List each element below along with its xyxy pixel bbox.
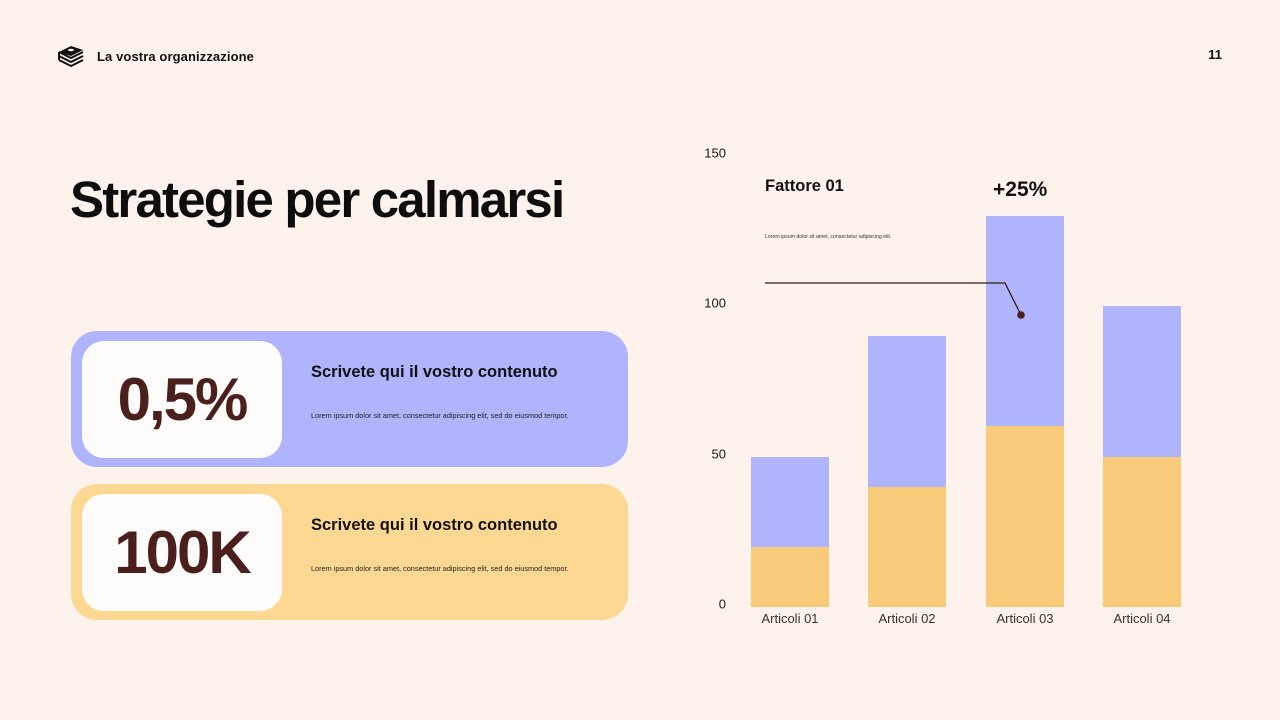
y-tick-label: 150 bbox=[704, 145, 726, 160]
stat-text: Scrivete qui il vostro contenuto Lorem i… bbox=[311, 494, 621, 611]
bar-articoli-02[interactable] bbox=[868, 336, 946, 607]
stacked-books-icon bbox=[58, 46, 84, 68]
stat-value-box: 0,5% bbox=[82, 340, 282, 458]
y-tick-label: 50 bbox=[711, 446, 726, 461]
stat-heading: Scrivete qui il vostro contenuto bbox=[311, 362, 558, 381]
stat-card-percent: 0,5% Scrivete qui il vostro contenuto Lo… bbox=[71, 331, 628, 467]
header: La vostra organizzazione bbox=[56, 44, 254, 68]
stat-text: Scrivete qui il vostro contenuto Lorem i… bbox=[311, 341, 621, 458]
page-number: 11 bbox=[1208, 47, 1222, 62]
stat-body: Lorem ipsum dolor sit amet, consectetur … bbox=[311, 410, 569, 420]
stat-value: 0,5% bbox=[117, 365, 249, 433]
bar-articoli-04[interactable] bbox=[1103, 306, 1181, 607]
stacked-bar-chart: 0 50 100 150 Articoli 01 Articoli 02 Articoli … bbox=[690, 140, 1210, 640]
x-axis-label: Articoli 01 bbox=[761, 611, 819, 626]
annotation-title: Fattore 01 bbox=[765, 177, 844, 195]
x-axis-label: Articoli 02 bbox=[878, 611, 936, 626]
stat-body: Lorem ipsum dolor sit amet, consectetur … bbox=[311, 563, 569, 573]
bar-segment bbox=[1103, 456, 1181, 607]
x-axis-label: Articoli 04 bbox=[1113, 611, 1171, 626]
bar-segment bbox=[1103, 306, 1181, 457]
x-axis-label: Articoli 03 bbox=[996, 611, 1054, 626]
bar-segment bbox=[751, 546, 829, 607]
annotation-value: +25% bbox=[993, 178, 1048, 201]
bar-segment bbox=[986, 426, 1064, 607]
bar-articoli-01[interactable] bbox=[751, 456, 829, 607]
stat-card-count: 100K Scrivete qui il vostro contenuto Lo… bbox=[71, 484, 628, 620]
bar-segment bbox=[751, 456, 829, 547]
bar-segment bbox=[868, 336, 946, 487]
bar-segment bbox=[986, 215, 1064, 427]
y-tick-label: 0 bbox=[718, 596, 726, 612]
stat-value: 100K bbox=[114, 518, 251, 586]
bar-articoli-03[interactable] bbox=[986, 215, 1064, 607]
bar-segment bbox=[868, 486, 946, 607]
stat-heading: Scrivete qui il vostro contenuto bbox=[311, 515, 558, 534]
page-title: Strategie per calmarsi bbox=[70, 171, 565, 228]
stat-value-box: 100K bbox=[82, 493, 282, 611]
annotation-body: Lorem ipsum dolor sit amet, consectetur … bbox=[765, 234, 892, 240]
organization-name: La vostra organizzazione bbox=[97, 48, 254, 64]
y-tick-label: 100 bbox=[704, 295, 726, 311]
